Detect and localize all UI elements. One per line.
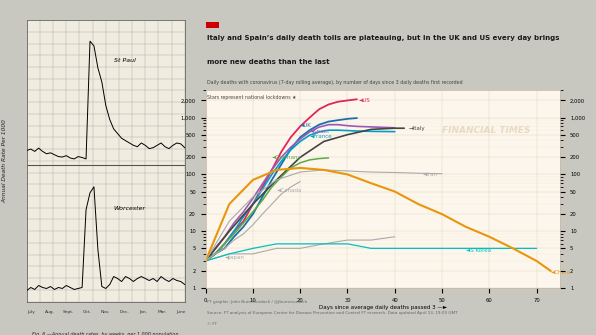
Text: Jan.: Jan. bbox=[139, 310, 147, 314]
Text: ◄US: ◄US bbox=[359, 98, 371, 103]
Text: June: June bbox=[176, 310, 185, 314]
Text: ◄UK: ◄UK bbox=[300, 123, 312, 128]
Text: Stars represent national lockdowns ★: Stars represent national lockdowns ★ bbox=[207, 95, 296, 100]
Text: FT graphic: John Burn-Murdoch / @jburnmurdoch: FT graphic: John Burn-Murdoch / @jburnmu… bbox=[207, 300, 307, 304]
Text: Worcester: Worcester bbox=[114, 206, 146, 211]
Text: ◄Spain: ◄Spain bbox=[310, 129, 330, 134]
X-axis label: Days since average daily deaths passed 3 —►: Days since average daily deaths passed 3… bbox=[319, 305, 447, 310]
Text: more new deaths than the last: more new deaths than the last bbox=[207, 59, 330, 65]
Text: Dec.: Dec. bbox=[120, 310, 129, 314]
Text: Oct.: Oct. bbox=[83, 310, 91, 314]
Text: Sept.: Sept. bbox=[63, 310, 74, 314]
Text: Source: FT analysis of European Centre for Disease Prevention and Control FT res: Source: FT analysis of European Centre f… bbox=[207, 311, 458, 315]
Text: Italy and Spain’s daily death tolls are plateauing, but in the UK and US every d: Italy and Spain’s daily death tolls are … bbox=[207, 35, 559, 41]
Text: Nov.: Nov. bbox=[101, 310, 110, 314]
Text: St Paul: St Paul bbox=[114, 58, 135, 63]
Text: ◄Iran: ◄Iran bbox=[423, 172, 438, 177]
Text: ◄China: ◄China bbox=[551, 270, 571, 275]
Text: →Italy: →Italy bbox=[409, 126, 426, 131]
Text: © FT: © FT bbox=[207, 322, 217, 326]
Text: ◄S Korea: ◄S Korea bbox=[465, 249, 491, 254]
Text: FINANCIAL TIMES: FINANCIAL TIMES bbox=[442, 126, 530, 135]
Text: ◄Canada: ◄Canada bbox=[277, 188, 302, 193]
Text: Fig. 6.—Annual death rates, by weeks, per 1,000 population,
for 2 cities.: Fig. 6.—Annual death rates, by weeks, pe… bbox=[32, 332, 180, 335]
Text: Daily deaths with coronavirus (7-day rolling average), by number of days since 3: Daily deaths with coronavirus (7-day rol… bbox=[207, 80, 462, 85]
Text: Annual Death Rate Per 1000: Annual Death Rate Per 1000 bbox=[2, 119, 7, 203]
Text: Mar.: Mar. bbox=[157, 310, 167, 314]
Text: ◄Germany: ◄Germany bbox=[272, 155, 302, 160]
Text: Aug.: Aug. bbox=[45, 310, 54, 314]
Text: July: July bbox=[27, 310, 35, 314]
Text: ◄Japan: ◄Japan bbox=[225, 255, 244, 260]
Text: ◄France: ◄France bbox=[310, 134, 332, 139]
